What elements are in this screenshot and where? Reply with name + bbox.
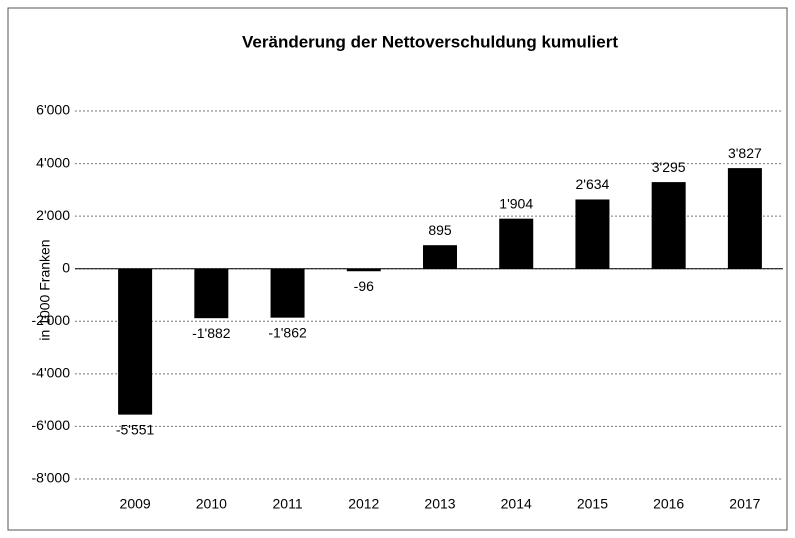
- x-tick-label: 2012: [348, 496, 379, 512]
- bar: [499, 218, 534, 269]
- bar: [651, 182, 686, 269]
- x-tick-label: 2015: [577, 496, 608, 512]
- chart-title: Veränderung der Nettoverschuldung kumuli…: [242, 32, 618, 51]
- y-tick-label: 2'000: [36, 207, 70, 223]
- bar: [194, 268, 229, 319]
- x-tick-label: 2014: [501, 496, 532, 512]
- data-label: 3'827: [728, 145, 762, 161]
- bar: [727, 168, 762, 269]
- x-tick-label: 2010: [196, 496, 227, 512]
- y-tick-label: -4'000: [32, 365, 71, 381]
- bar: [270, 268, 305, 318]
- data-label: 2'634: [576, 176, 610, 192]
- chart-frame: [7, 7, 788, 531]
- y-tick-label: 0: [62, 259, 70, 275]
- x-tick-label: 2016: [653, 496, 684, 512]
- bar: [423, 245, 457, 269]
- y-tick-label: 6'000: [36, 102, 70, 118]
- y-tick-label: 4'000: [36, 154, 70, 170]
- bar: [346, 268, 381, 272]
- data-label: -5'551: [116, 421, 155, 437]
- data-label: 895: [428, 222, 452, 238]
- x-tick-label: 2011: [273, 496, 303, 512]
- x-tick-label: 2009: [120, 496, 151, 512]
- data-label: -1'882: [192, 325, 231, 341]
- y-tick-label: -8'000: [32, 470, 71, 486]
- data-label: -96: [354, 278, 374, 294]
- x-tick-label: 2013: [424, 496, 455, 512]
- bar: [575, 199, 610, 269]
- data-label: 3'295: [652, 159, 686, 175]
- x-tick-label: 2017: [729, 496, 760, 512]
- data-label: 1'904: [499, 195, 533, 211]
- y-tick-label: -2'000: [32, 312, 71, 328]
- data-label: -1'862: [268, 324, 307, 340]
- bar: [118, 268, 153, 415]
- y-axis-label: in 1000 Franken: [37, 239, 53, 340]
- y-tick-label: -6'000: [32, 417, 71, 433]
